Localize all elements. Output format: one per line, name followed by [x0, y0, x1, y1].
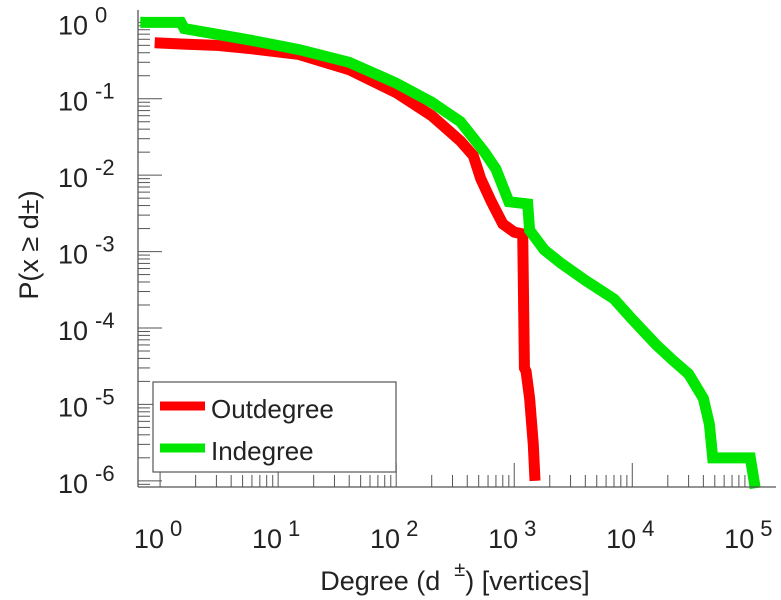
y-axis-label: P(x ≥ d±): [14, 190, 44, 299]
series-line-indegree: [140, 16, 761, 490]
y-tick-label: 10 -4: [58, 308, 115, 346]
y-tick-label: 10 -1: [58, 79, 115, 117]
y-tick-label: 10 0: [58, 2, 107, 40]
x-tick-label: 10 1: [252, 516, 300, 554]
x-tick-label: 10 4: [606, 516, 654, 554]
x-tick-labels: 10 0 10 1 10 2 10 3 10 4 10 5: [134, 516, 773, 554]
x-tick-label: 10 3: [488, 516, 536, 554]
legend-label-indegree: Indegree: [211, 436, 314, 466]
x-axis-label: Degree (d ±) [vertices]: [320, 559, 590, 596]
x-tick-label: 10 0: [134, 516, 182, 554]
y-tick-label: 10 -3: [58, 232, 115, 270]
x-tick-label: 10 2: [370, 516, 418, 554]
legend: Outdegree Indegree: [152, 381, 397, 473]
series-line-outdegree: [154, 37, 541, 482]
y-tick-label: 10 -5: [58, 384, 115, 422]
axis-ticks: [138, 21, 751, 487]
legend-box: [152, 381, 397, 473]
x-tick-label: 10 5: [724, 516, 772, 554]
y-tick-label: 10 -2: [58, 155, 115, 193]
legend-label-outdegree: Outdegree: [211, 394, 334, 424]
series-lines: [140, 16, 761, 490]
y-tick-label: 10 -6: [58, 461, 115, 499]
